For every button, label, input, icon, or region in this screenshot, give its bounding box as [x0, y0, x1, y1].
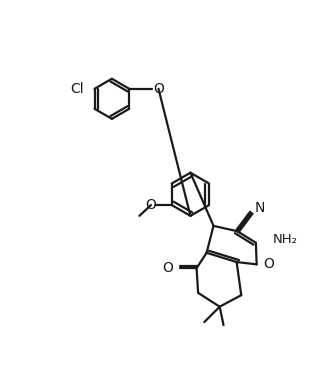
Text: NH₂: NH₂ [273, 233, 298, 246]
Text: O: O [163, 261, 173, 275]
Text: O: O [153, 82, 164, 96]
Text: Cl: Cl [70, 82, 84, 96]
Text: N: N [255, 201, 266, 215]
Text: O: O [146, 198, 156, 212]
Text: O: O [264, 257, 275, 271]
